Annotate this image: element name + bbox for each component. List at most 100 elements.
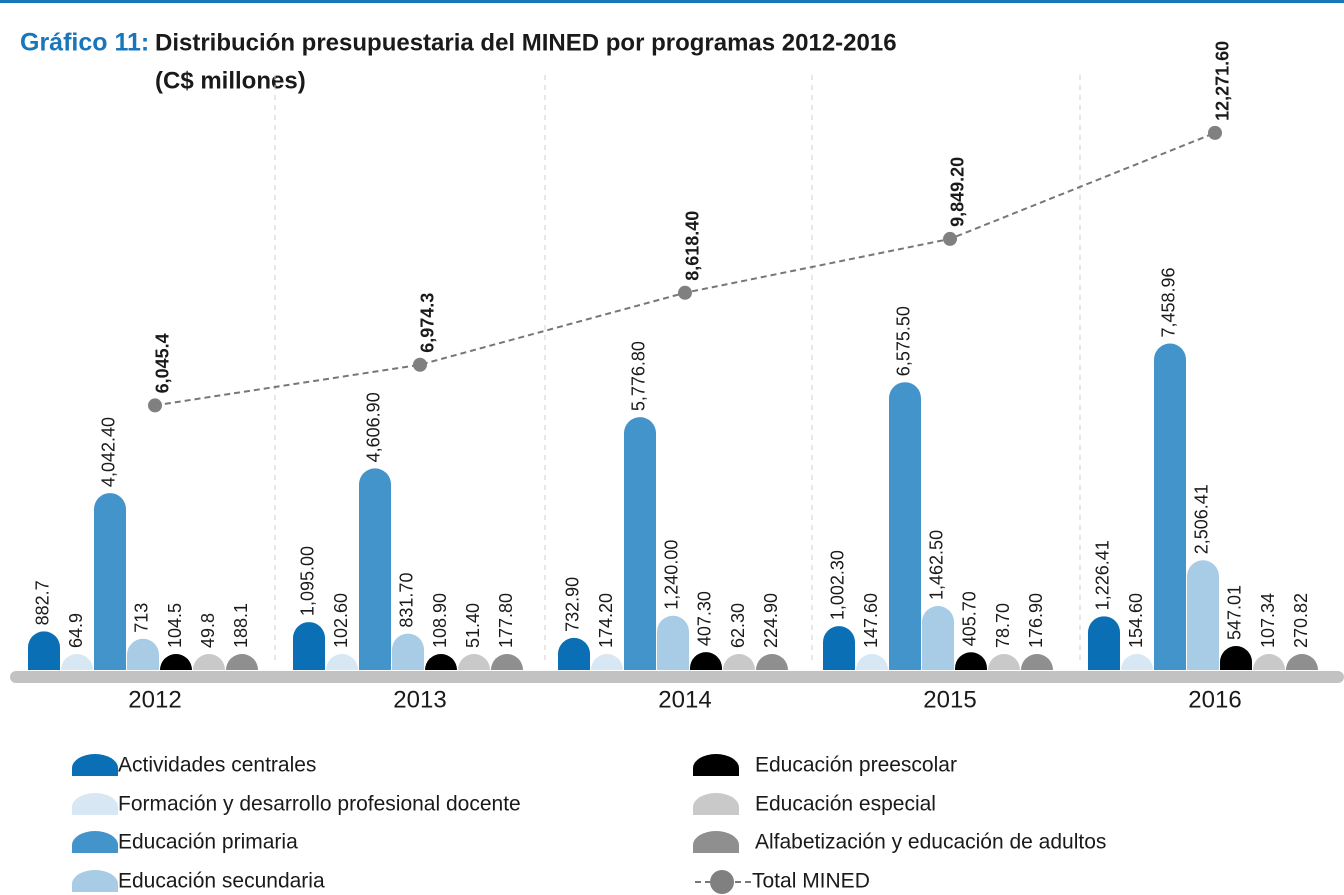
value-label: 882.7 [33, 580, 53, 625]
value-label: 224.90 [761, 593, 781, 648]
x-tick-label: 2014 [658, 686, 711, 713]
chart-title-label: Gráfico 11: [20, 29, 149, 57]
bar [392, 633, 424, 670]
line-point [678, 285, 692, 300]
line-point [413, 357, 427, 372]
legend-swatch [693, 831, 739, 853]
bar [293, 622, 325, 670]
bar [491, 654, 523, 670]
bar [160, 654, 192, 670]
legend-item: Educación secundaria [72, 870, 325, 893]
value-label: 5,776.80 [629, 341, 649, 411]
bar [1286, 654, 1318, 670]
x-tick-label: 2012 [128, 686, 181, 713]
value-label: 177.80 [496, 593, 516, 648]
value-label: 2,506.41 [1192, 484, 1212, 554]
bar [28, 631, 60, 670]
legend-item: Alfabetización y educación de adultos [693, 831, 1106, 854]
value-label: 4,606.90 [364, 392, 384, 462]
value-label: 104.5 [165, 603, 185, 648]
bar [922, 605, 954, 670]
legend-item: Actividades centrales [72, 754, 316, 777]
bar [1021, 654, 1053, 670]
value-label: 7,458.96 [1159, 267, 1179, 337]
legend-item: Educación primaria [72, 831, 298, 854]
value-label: 49.8 [198, 613, 218, 648]
legend-label: Alfabetización y educación de adultos [755, 831, 1106, 854]
value-label: 6,575.50 [894, 306, 914, 376]
value-label: 4,042.40 [99, 417, 119, 487]
bar [558, 637, 590, 670]
bar [1187, 560, 1219, 670]
bar [723, 654, 755, 670]
separators [274, 75, 1081, 660]
bar [756, 654, 788, 670]
value-label: 188.1 [231, 603, 251, 648]
legend-swatch [72, 831, 118, 853]
bar [425, 654, 457, 670]
legend-label: Educación primaria [118, 831, 298, 854]
bar [591, 654, 623, 670]
chart-subtitle: (C$ millones) [155, 67, 306, 94]
legend-label: Total MINED [752, 870, 870, 893]
value-label: 831.70 [397, 573, 417, 628]
bar [690, 652, 722, 670]
legend-item: Total MINED [695, 870, 870, 894]
legend-swatch [710, 870, 734, 894]
total-label: 12,271.60 [1213, 41, 1233, 121]
bar [1088, 616, 1120, 670]
bar [226, 654, 258, 670]
value-label: 270.82 [1291, 593, 1311, 648]
value-label: 62.30 [728, 603, 748, 648]
total-label: 6,974.3 [418, 293, 438, 353]
bar [359, 468, 391, 670]
bar [856, 654, 888, 670]
bar [1154, 343, 1186, 670]
x-tick-label: 2015 [923, 686, 976, 713]
value-label: 51.40 [463, 603, 483, 648]
value-label: 176.90 [1026, 593, 1046, 648]
value-label: 1,226.41 [1093, 540, 1113, 610]
value-label: 108.90 [430, 593, 450, 648]
bar [955, 652, 987, 670]
bar [624, 417, 656, 670]
value-label: 174.20 [596, 593, 616, 648]
value-label: 713 [132, 603, 152, 633]
value-label: 1,462.50 [927, 530, 947, 600]
bar [1121, 654, 1153, 670]
chart-title: Distribución presupuestaria del MINED po… [155, 29, 897, 56]
bar [1220, 646, 1252, 670]
legend-swatch [693, 793, 739, 815]
value-label: 407.30 [695, 591, 715, 646]
line-point [148, 398, 162, 413]
bar [193, 654, 225, 670]
value-label: 147.60 [861, 593, 881, 648]
value-label: 154.60 [1126, 593, 1146, 648]
bar [127, 638, 159, 670]
value-label: 732.90 [563, 577, 583, 632]
bar [657, 615, 689, 670]
total-label: 8,618.40 [683, 211, 703, 281]
total-label: 6,045.4 [153, 333, 173, 393]
value-label: 107.34 [1258, 593, 1278, 648]
top-rule [0, 0, 1344, 3]
legend-item: Educación preescolar [693, 754, 957, 777]
legend-label: Educación especial [755, 793, 936, 816]
legend-label: Formación y desarrollo profesional docen… [118, 793, 521, 816]
legend-label: Educación preescolar [755, 754, 957, 777]
legend-item: Formación y desarrollo profesional docen… [72, 793, 521, 816]
value-label: 1,002.30 [828, 550, 848, 620]
x-tick-label: 2016 [1188, 686, 1241, 713]
legend-item: Educación especial [693, 793, 936, 816]
x-tick-label: 2013 [393, 686, 446, 713]
legend-swatch [72, 793, 118, 815]
value-label: 1,240.00 [662, 540, 682, 610]
legend-swatch [72, 754, 118, 776]
value-label: 547.01 [1225, 585, 1245, 640]
value-label: 102.60 [331, 593, 351, 648]
legend-swatch [693, 754, 739, 776]
bar [889, 382, 921, 670]
value-label: 78.70 [993, 603, 1013, 648]
line-point [943, 231, 957, 246]
